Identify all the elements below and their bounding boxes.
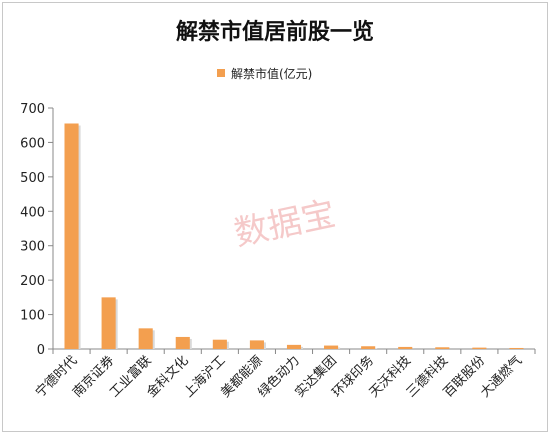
bar bbox=[212, 339, 227, 349]
bar bbox=[249, 340, 264, 349]
bar bbox=[324, 345, 339, 349]
y-tick-label: 600 bbox=[20, 136, 45, 151]
bar bbox=[509, 347, 524, 349]
y-tick-label: 300 bbox=[20, 240, 45, 255]
bar bbox=[398, 346, 413, 349]
legend-label: 解禁市值(亿元) bbox=[231, 66, 312, 81]
y-tick-label: 400 bbox=[20, 205, 45, 220]
bar bbox=[138, 328, 153, 349]
x-axis: 宁德时代南京证券工业富联金科文化上海沪工美都能源绿色动力实达集团环球印务天沃科技… bbox=[32, 348, 536, 401]
x-tick-label: 大通燃气 bbox=[477, 353, 525, 401]
y-tick-label: 0 bbox=[37, 343, 45, 358]
y-tick-label: 700 bbox=[20, 102, 45, 117]
bar bbox=[101, 297, 116, 349]
bar bbox=[64, 123, 79, 349]
bar bbox=[472, 347, 487, 349]
y-tick-label: 100 bbox=[20, 309, 45, 324]
bar bbox=[286, 344, 302, 349]
watermark: 数据宝 bbox=[231, 194, 339, 254]
y-axis: 0 100 200 300 400 500 600 700 bbox=[20, 102, 54, 358]
legend-swatch bbox=[217, 69, 225, 77]
chart-title: 解禁市值居前股一览 bbox=[176, 19, 374, 45]
y-tick-label: 500 bbox=[20, 171, 45, 186]
bar bbox=[435, 347, 450, 349]
bar bbox=[175, 336, 190, 349]
y-tick-label: 200 bbox=[20, 274, 45, 289]
bar bbox=[361, 346, 376, 349]
bar-chart: 解禁市值居前股一览 解禁市值(亿元) 数据宝 0 100 200 300 400 500 6… bbox=[20, 19, 536, 401]
bars bbox=[64, 123, 524, 349]
